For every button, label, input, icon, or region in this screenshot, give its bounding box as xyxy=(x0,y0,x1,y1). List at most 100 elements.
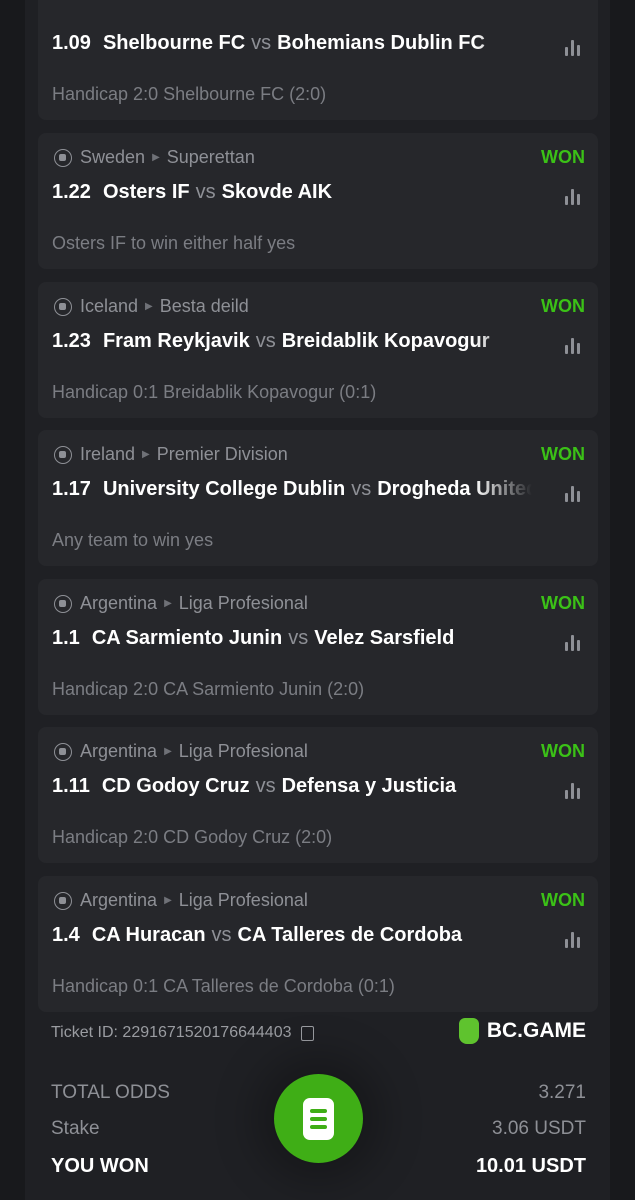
market: Handicap 2:0 Shelbourne FC (2:0) xyxy=(52,84,327,104)
soccer-ball-icon xyxy=(54,148,72,167)
bet-card[interactable]: 1.09 Shelbourne FC vs Bohemians Dublin FC H… xyxy=(38,0,598,120)
stake-value: 3.06 USDT xyxy=(492,1118,586,1139)
bet-slip-icon xyxy=(303,1098,334,1140)
stats-icon[interactable] xyxy=(565,189,580,205)
country: Ireland xyxy=(80,444,136,464)
market: Handicap 0:1 CA Talleres de Cordoba (0:1… xyxy=(52,976,395,996)
stats-icon[interactable] xyxy=(565,932,580,948)
stats-icon[interactable] xyxy=(565,40,580,56)
total-odds-label: TOTAL ODDS xyxy=(51,1082,170,1103)
bet-card[interactable]: Sweden ▶ Superettan WON 1.22 Osters IF vs Skov… xyxy=(38,133,598,269)
won-row: YOU WON 10.01 USDT xyxy=(51,1155,586,1178)
away-team: Defensa y Justicia xyxy=(281,775,457,797)
status-badge: WON xyxy=(541,444,585,464)
match-title: 1.11 CD Godoy Cruz vs Defensa y Justicia xyxy=(52,775,532,798)
stats-icon[interactable] xyxy=(565,338,580,354)
vs-label: vs xyxy=(255,330,276,352)
soccer-ball-icon xyxy=(54,297,72,316)
away-team: Velez Sarsfield xyxy=(314,627,455,649)
away-team: Breidablik Kopavogur xyxy=(281,330,490,352)
match-title: 1.1 CA Sarmiento Junin vs Velez Sarsfield xyxy=(52,627,532,650)
match-title: 1.4 CA Huracan vs CA Talleres de Cordoba xyxy=(52,924,532,947)
status-badge: WON xyxy=(541,741,585,761)
league: Premier Division xyxy=(156,444,288,464)
chevron-right-icon: ▶ xyxy=(164,895,172,906)
league: Liga Profesional xyxy=(178,741,308,761)
chevron-right-icon: ▶ xyxy=(152,152,160,163)
away-team: CA Talleres de Cordoba xyxy=(237,924,463,946)
match-title: 1.17 University College Dublin vs Drogheda … xyxy=(52,478,532,501)
stats-icon[interactable] xyxy=(565,635,580,651)
status-badge: WON xyxy=(541,593,585,613)
stats-icon[interactable] xyxy=(565,486,580,502)
league: Liga Profesional xyxy=(178,593,308,613)
away-team: Bohemians Dublin FC xyxy=(277,32,485,54)
away-team: Skovde AIK xyxy=(221,181,333,203)
stats-icon[interactable] xyxy=(565,783,580,799)
vs-label: vs xyxy=(195,181,216,203)
bet-card[interactable]: Ireland ▶ Premier Division WON 1.17 Universi… xyxy=(38,430,598,566)
home-team: CA Huracan xyxy=(91,924,206,946)
vs-label: vs xyxy=(211,924,232,946)
league-header: Sweden ▶ Superettan xyxy=(54,147,255,168)
bet-card[interactable]: Argentina ▶ Liga Profesional WON 1.4 CA Hura… xyxy=(38,876,598,1012)
ticket-id-text: Ticket ID: 2291671520176644403 xyxy=(51,1024,292,1041)
bet-card[interactable]: Iceland ▶ Besta deild WON 1.23 Fram Reykjavi… xyxy=(38,282,598,418)
home-team: Osters IF xyxy=(102,181,190,203)
bet-card[interactable]: Argentina ▶ Liga Profesional WON 1.1 CA Sarm… xyxy=(38,579,598,715)
market: Osters IF to win either half yes xyxy=(52,233,296,253)
vs-label: vs xyxy=(351,478,372,500)
odds: 1.22 xyxy=(52,181,91,203)
stake-row: Stake 3.06 USDT xyxy=(51,1118,586,1140)
country: Argentina xyxy=(80,741,158,761)
chevron-right-icon: ▶ xyxy=(142,449,150,460)
chevron-right-icon: ▶ xyxy=(145,301,153,312)
soccer-ball-icon xyxy=(54,594,72,613)
odds: 1.23 xyxy=(52,330,91,352)
vs-label: vs xyxy=(288,627,309,649)
league-header: Iceland ▶ Besta deild xyxy=(54,296,249,317)
status-badge: WON xyxy=(541,890,585,910)
won-value: 10.01 USDT xyxy=(475,1155,586,1177)
home-team: CD Godoy Cruz xyxy=(101,775,250,797)
ticket-id: Ticket ID: 2291671520176644403 xyxy=(51,1024,315,1042)
league: Superettan xyxy=(166,147,255,167)
odds: 1.11 xyxy=(52,775,90,797)
market: Handicap 0:1 Breidablik Kopavogur (0:1) xyxy=(52,382,377,402)
league: Liga Profesional xyxy=(178,890,308,910)
copy-icon[interactable] xyxy=(301,1025,315,1041)
logo-icon xyxy=(458,1018,479,1044)
country: Sweden xyxy=(80,147,146,167)
total-odds-value: 3.271 xyxy=(538,1082,586,1103)
odds: 1.17 xyxy=(52,478,91,500)
soccer-ball-icon xyxy=(54,742,72,761)
vs-label: vs xyxy=(255,775,276,797)
country: Iceland xyxy=(80,296,139,316)
home-team: University College Dublin xyxy=(102,478,346,500)
match-title: 1.09 Shelbourne FC vs Bohemians Dublin FC xyxy=(52,32,532,55)
chevron-right-icon: ▶ xyxy=(164,598,172,609)
vs-label: vs xyxy=(251,32,272,54)
chevron-right-icon: ▶ xyxy=(164,746,172,757)
league-header: Ireland ▶ Premier Division xyxy=(54,444,288,465)
market: Handicap 2:0 CA Sarmiento Junin (2:0) xyxy=(52,679,365,699)
market: Any team to win yes xyxy=(52,530,214,550)
country: Argentina xyxy=(80,890,158,910)
home-team: Fram Reykjavik xyxy=(102,330,250,352)
odds: 1.4 xyxy=(52,924,80,946)
match-title: 1.23 Fram Reykjavik vs Breidablik Kopavogur xyxy=(52,330,532,353)
bet-card[interactable]: Argentina ▶ Liga Profesional WON 1.11 CD God… xyxy=(38,727,598,863)
market: Handicap 2:0 CD Godoy Cruz (2:0) xyxy=(52,827,333,847)
brand-name: BC.GAME xyxy=(486,1019,586,1042)
match-title: 1.22 Osters IF vs Skovde AIK xyxy=(52,181,532,204)
soccer-ball-icon xyxy=(54,891,72,910)
league-header: Argentina ▶ Liga Profesional xyxy=(54,741,308,762)
bet-slip-button[interactable] xyxy=(274,1074,363,1163)
won-label: YOU WON xyxy=(51,1155,149,1177)
home-team: CA Sarmiento Junin xyxy=(91,627,283,649)
country: Argentina xyxy=(80,593,158,613)
soccer-ball-icon xyxy=(54,445,72,464)
status-badge: WON xyxy=(541,147,585,167)
total-odds-row: TOTAL ODDS 3.271 xyxy=(51,1082,586,1104)
odds: 1.1 xyxy=(52,627,80,649)
